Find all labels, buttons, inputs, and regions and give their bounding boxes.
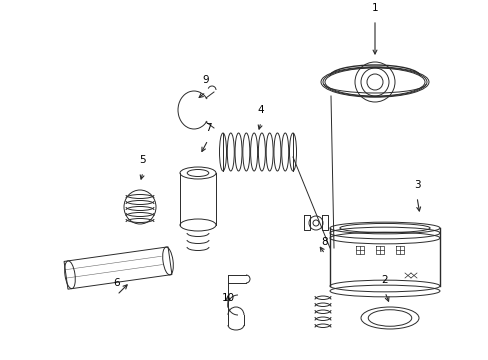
Text: 8: 8 — [321, 237, 327, 247]
Text: 4: 4 — [257, 105, 264, 115]
Text: 10: 10 — [221, 293, 234, 303]
Text: 6: 6 — [113, 278, 120, 288]
Text: 2: 2 — [381, 275, 387, 285]
Text: 7: 7 — [204, 123, 211, 133]
Text: 9: 9 — [202, 75, 209, 85]
Text: 5: 5 — [140, 155, 146, 165]
Text: 3: 3 — [413, 180, 420, 190]
Text: 1: 1 — [371, 3, 378, 13]
